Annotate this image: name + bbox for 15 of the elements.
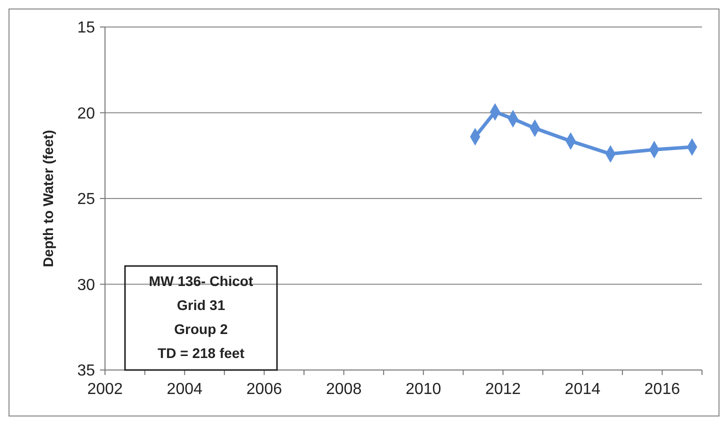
x-tick-label: 2014 <box>564 381 600 398</box>
x-tick-label: 2008 <box>326 381 362 398</box>
x-tick-label: 2002 <box>87 381 123 398</box>
y-axis-title: Depth to Water (feet) <box>40 130 56 268</box>
y-tick-label: 15 <box>77 20 96 37</box>
y-tick-label: 30 <box>77 276 96 294</box>
x-tick-label: 2012 <box>485 381 521 398</box>
x-tick-label: 2016 <box>644 381 680 398</box>
x-tick-label: 2004 <box>166 381 202 398</box>
annotation: MW 136- Chicot Grid 31 Group 2 TD = 218 feet <box>148 273 254 361</box>
y-tick-label: 35 <box>77 362 96 380</box>
y-tick-label: 25 <box>77 191 96 208</box>
y-tick-label: 20 <box>77 105 96 122</box>
x-tick-label: 2006 <box>246 381 282 398</box>
x-tick-label: 2010 <box>406 381 442 398</box>
